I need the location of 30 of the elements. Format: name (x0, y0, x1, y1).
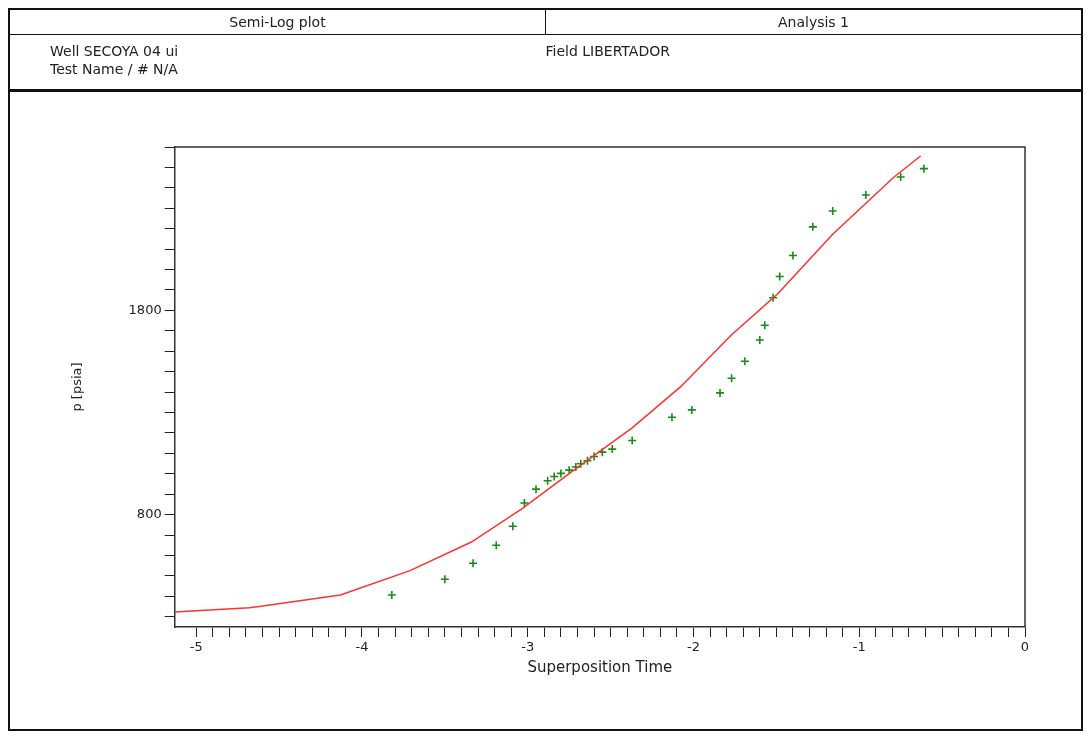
point (754, 335, 765, 345)
point (387, 590, 397, 600)
text: Test Name / # N/A (50, 61, 179, 77)
point (687, 405, 697, 415)
x-tick-label: -3 (521, 638, 535, 654)
point (740, 356, 750, 367)
point (808, 222, 818, 232)
point (861, 190, 871, 200)
point (607, 444, 618, 454)
x-tick-label: -1 (852, 638, 866, 654)
text: Field LIBERTADOR (545, 43, 671, 59)
y-tick-label: 800 (136, 506, 162, 522)
x-axis-title: Superposition Time (527, 657, 673, 676)
point (667, 412, 677, 423)
x-tick-label: -4 (355, 638, 369, 654)
x-tick-label: 0 (1020, 638, 1030, 654)
chart-subtitle: Analysis 1 (776, 13, 850, 32)
chart-title: Semi-Log plot (10, 10, 546, 34)
point (715, 388, 725, 398)
x-tick-label: -5 (189, 638, 203, 654)
point (440, 574, 450, 584)
text: Well SECOYA 04 ui (50, 43, 180, 59)
point (531, 484, 541, 494)
y-axis-title: p [psia] (69, 362, 85, 412)
point (827, 206, 838, 216)
point (491, 540, 502, 551)
point (564, 465, 574, 475)
point (468, 558, 478, 569)
x-tick-label: -2 (687, 638, 700, 654)
y-tick-label: 1800 (128, 301, 162, 317)
